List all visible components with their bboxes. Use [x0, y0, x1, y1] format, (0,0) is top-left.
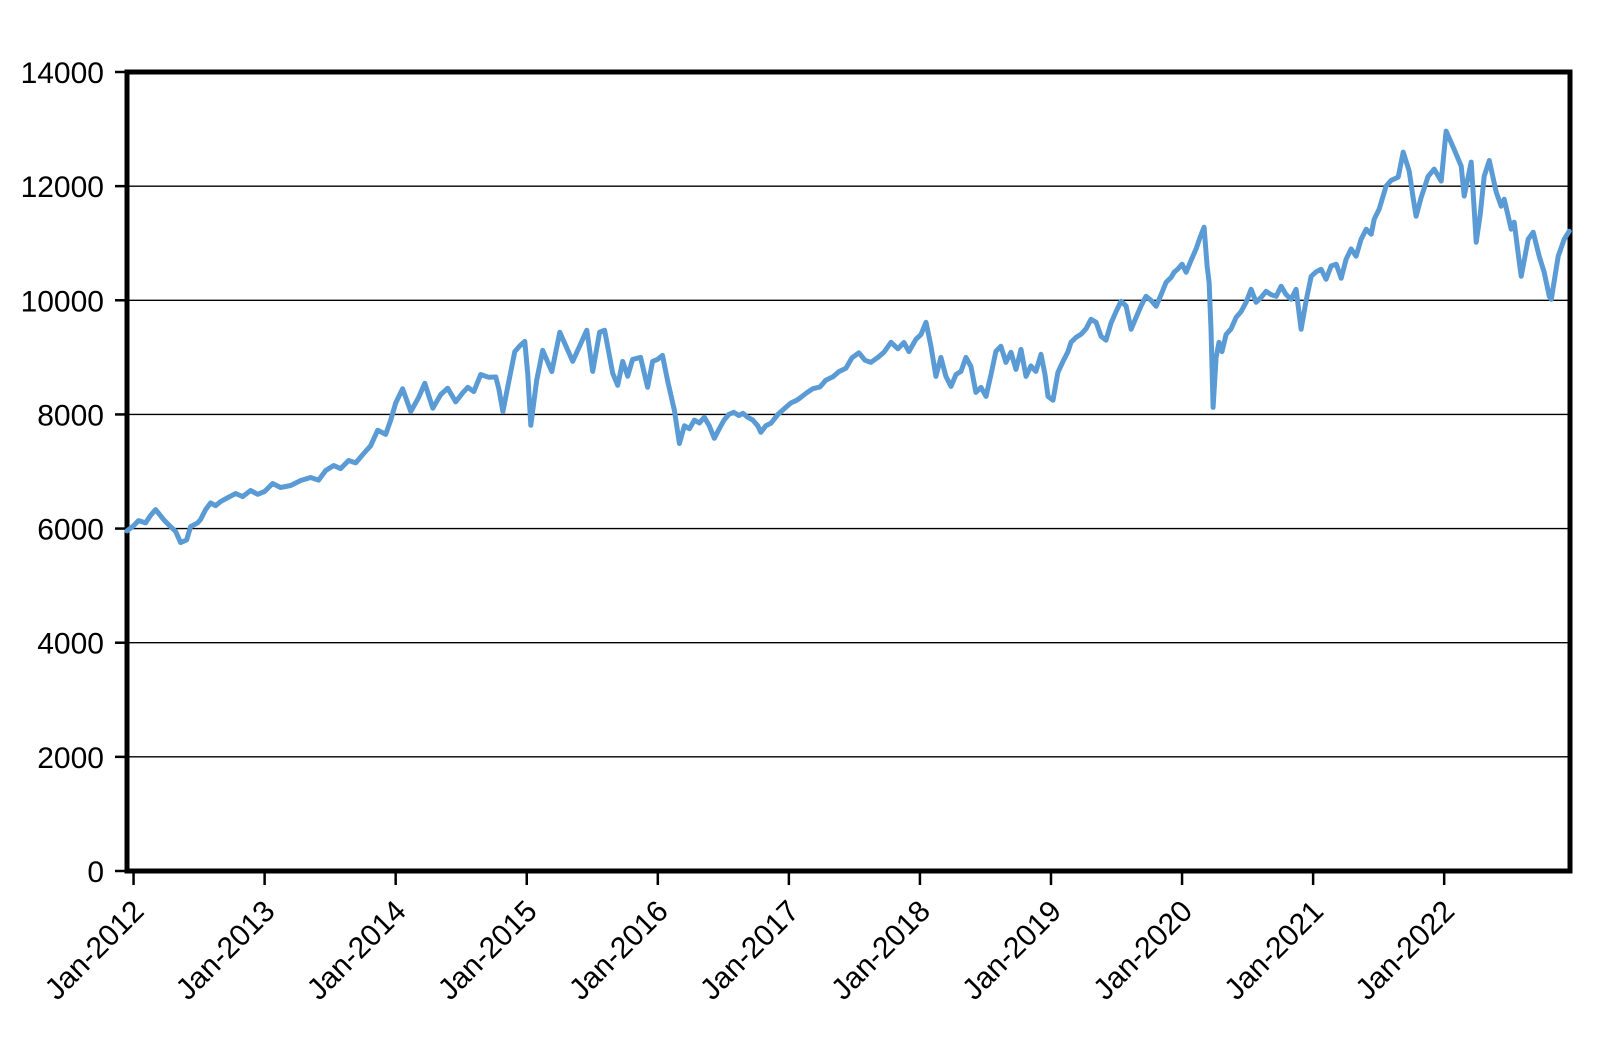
x-axis-tick-label: Jan-2022 — [1349, 895, 1461, 1007]
x-axis-tick-label: Jan-2012 — [39, 895, 151, 1007]
x-axis-tick-label: Jan-2015 — [432, 895, 544, 1007]
x-axis-tick-label: Jan-2014 — [301, 895, 413, 1007]
x-axis-tick-label: Jan-2019 — [956, 895, 1068, 1007]
x-axis-tick-label: Jan-2021 — [1218, 895, 1330, 1007]
x-axis-tick-label: Jan-2020 — [1087, 895, 1199, 1007]
x-axis-tick-label: Jan-2016 — [563, 895, 675, 1007]
y-axis-tick-label: 8000 — [37, 399, 104, 432]
y-axis-tick-label: 12000 — [21, 171, 104, 204]
plot-border — [124, 69, 1573, 874]
y-axis-tick-label: 10000 — [21, 285, 104, 318]
x-axis-tick-label: Jan-2017 — [694, 895, 806, 1007]
y-axis-tick-label: 14000 — [21, 57, 104, 90]
x-axis-tick-label: Jan-2013 — [170, 895, 282, 1007]
y-axis-tick-label: 6000 — [37, 514, 104, 547]
x-axis-tick-label: Jan-2018 — [825, 895, 937, 1007]
y-axis-tick-label: 0 — [87, 856, 104, 889]
y-axis-tick-label: 2000 — [37, 742, 104, 775]
y-axis-tick-label: 4000 — [37, 628, 104, 661]
index-series-line — [124, 128, 1572, 546]
